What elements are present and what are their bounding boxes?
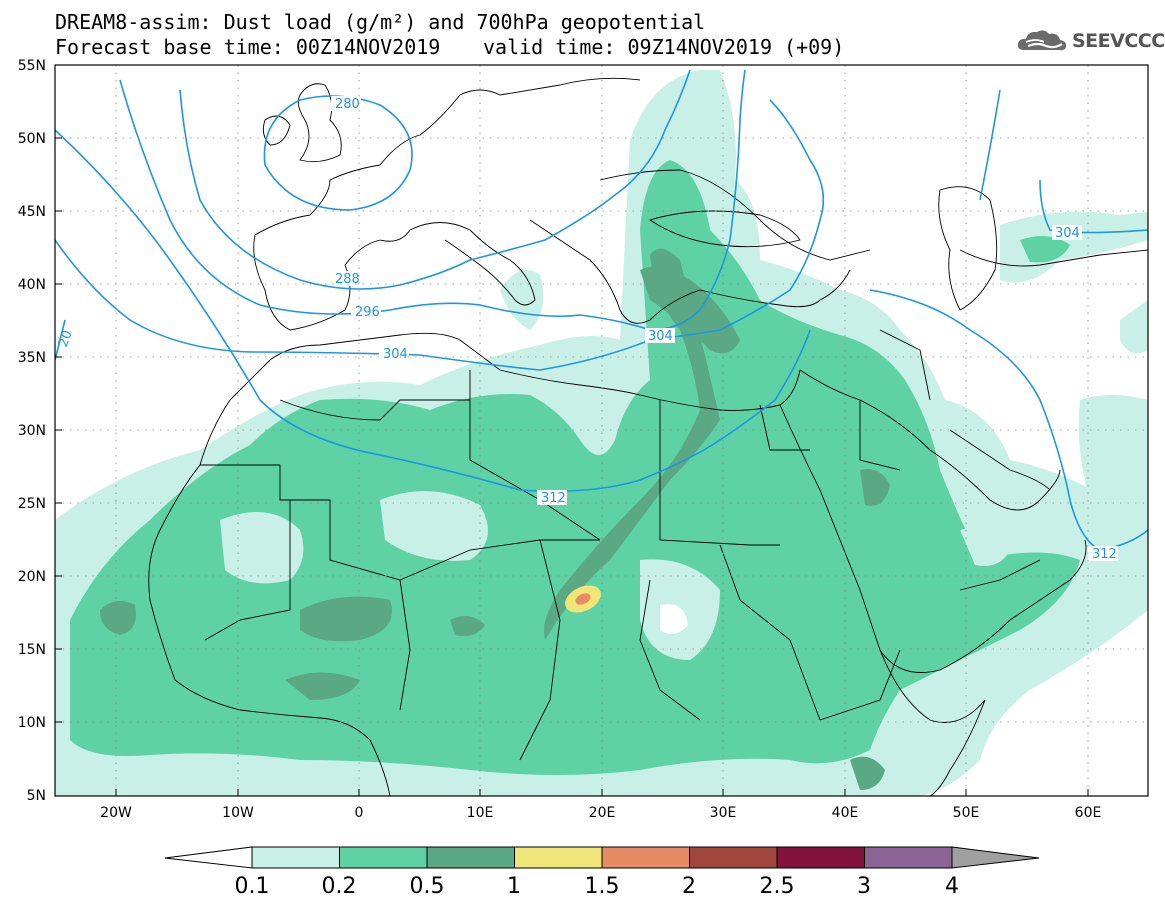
colorbar-tick: 0.2 xyxy=(322,874,357,899)
colorbar-tick: 1.5 xyxy=(585,874,620,899)
lat-label: 5N xyxy=(27,788,46,804)
colorbar: 0.1 0.2 0.5 1 1.5 2 2.5 3 4 xyxy=(164,846,1040,899)
lat-label: 55N xyxy=(18,58,46,74)
contour-304-north xyxy=(979,89,1001,201)
axis-ticks xyxy=(55,64,1089,796)
lat-label: 20N xyxy=(18,569,46,585)
lat-label: 15N xyxy=(18,642,46,658)
lon-label: 20W xyxy=(100,805,132,821)
lat-label: 50N xyxy=(18,131,46,147)
coastlines xyxy=(148,77,1148,796)
lon-label: 30E xyxy=(710,805,737,821)
contour-label: 312 xyxy=(541,491,566,506)
colorbar-swatch xyxy=(601,846,690,869)
colorbar-swatch xyxy=(776,846,865,869)
lon-label: 60E xyxy=(1075,805,1102,821)
dust-load-field xyxy=(55,65,1148,796)
colorbar-under-triangle xyxy=(164,846,253,869)
contour-label: 304 xyxy=(1055,226,1080,241)
contour-312 xyxy=(55,129,811,493)
colorbar-swatch xyxy=(864,846,953,869)
lon-label: 10W xyxy=(222,805,254,821)
contour-label: 304 xyxy=(383,347,408,362)
colorbar-tick: 2 xyxy=(682,874,696,899)
logo-text: SEEVCCC xyxy=(1072,30,1165,52)
colorbar-labels: 0.1 0.2 0.5 1 1.5 2 2.5 3 4 xyxy=(235,874,960,899)
contour-label: 312 xyxy=(1092,547,1117,562)
lat-label: 45N xyxy=(18,204,46,220)
lat-label: 30N xyxy=(18,423,46,439)
contour-labels: 280 288 296 304 312 20 304 304 312 xyxy=(56,96,1118,562)
colorbar-tick: 1 xyxy=(507,874,521,899)
contour-304-east xyxy=(1039,179,1148,234)
colorbar-swatch xyxy=(689,846,778,869)
contour-288 xyxy=(179,69,691,290)
seevccc-logo: SEEVCCC xyxy=(1016,28,1165,54)
contour-296 xyxy=(119,69,746,331)
colorbar-over-triangle xyxy=(951,846,1040,869)
contour-label: 288 xyxy=(335,272,360,287)
latitude-labels: 55N 50N 45N 40N 35N 30N 25N 20N 15N 10N … xyxy=(18,58,46,804)
colorbar-tick: 2.5 xyxy=(760,874,795,899)
lat-label: 25N xyxy=(18,496,46,512)
map-title: DREAM8-assim: Dust load (g/m²) and 700hP… xyxy=(55,10,706,34)
colorbar-tick: 0.5 xyxy=(410,874,445,899)
lon-label: 10E xyxy=(467,805,494,821)
forecast-base-time: Forecast base time: 00Z14NOV2019 xyxy=(55,35,441,59)
colorbar-tick: 3 xyxy=(857,874,871,899)
lon-label: 40E xyxy=(832,805,859,821)
contour-label: 280 xyxy=(335,97,360,112)
contour-280 xyxy=(263,95,413,211)
lat-label: 40N xyxy=(18,277,46,293)
lon-label: 20E xyxy=(589,805,616,821)
longitude-labels: 20W 10W 0 10E 20E 30E 40E 50E 60E xyxy=(100,805,1101,821)
lat-label: 10N xyxy=(18,715,46,731)
dust-band-1.5 xyxy=(575,593,591,605)
colorbar-swatch xyxy=(339,846,428,869)
colorbar-swatch xyxy=(251,846,340,869)
colorbar-swatch xyxy=(514,846,603,869)
colorbar-tick: 4 xyxy=(945,874,959,899)
valid-time: valid time: 09Z14NOV2019 (+09) xyxy=(483,35,845,59)
cloud-icon xyxy=(1017,30,1067,51)
dust-band-0.5 xyxy=(544,248,720,641)
contour-label: 20 xyxy=(56,328,76,349)
lon-label: 0 xyxy=(355,805,364,821)
lat-label: 35N xyxy=(18,350,46,366)
lon-label: 50E xyxy=(953,805,980,821)
contour-304 xyxy=(55,99,825,371)
colorbar-tick: 0.1 xyxy=(235,874,270,899)
contour-label: 304 xyxy=(648,329,673,344)
contour-label: 296 xyxy=(355,305,380,320)
colorbar-swatch xyxy=(426,846,515,869)
